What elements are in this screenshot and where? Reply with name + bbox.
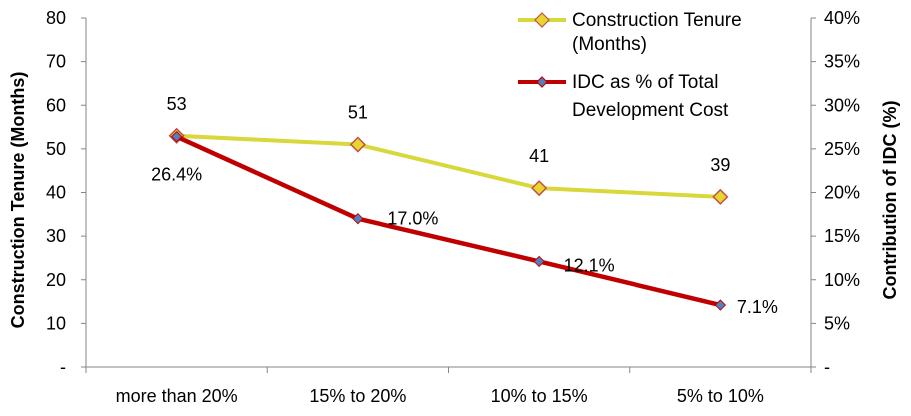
left-tick-label: 40 <box>46 183 66 203</box>
right-tick-label: - <box>824 357 830 377</box>
left-tick-label: 50 <box>46 139 66 159</box>
right-tick-label: 25% <box>824 139 860 159</box>
series-1: 53 51 41 39 <box>167 94 730 205</box>
x-axis-ticks: more than 20% 15% to 20% 10% to 15% 5% to 1… <box>85 367 812 406</box>
left-tick-label: 10 <box>46 313 66 333</box>
legend: Construction Tenure (Months) IDC as % of T… <box>518 10 742 121</box>
data-point-marker <box>352 212 364 225</box>
legend-marker <box>536 76 548 88</box>
data-label: 39 <box>710 155 730 175</box>
right-tick-label: 10% <box>824 270 860 290</box>
legend-item: Construction Tenure (Months) <box>518 10 742 55</box>
data-point-marker <box>712 188 729 205</box>
series-line <box>175 134 721 308</box>
data-point-marker <box>531 180 548 197</box>
legend-label: Development Cost <box>572 100 729 121</box>
data-label: 51 <box>348 103 368 123</box>
data-label: 41 <box>529 146 549 166</box>
left-tick-label: 80 <box>46 8 66 28</box>
left-tick-label: 60 <box>46 95 66 115</box>
right-tick-label: 5% <box>824 313 850 333</box>
axes <box>85 18 812 368</box>
left-axis-ticks: - 10 20 30 40 50 60 70 80 <box>46 8 86 377</box>
series-2: 26.4% 17.0% 12.1% 7.1% <box>151 130 778 317</box>
right-tick-label: 40% <box>824 8 860 28</box>
data-label: 53 <box>167 94 187 114</box>
right-tick-label: 30% <box>824 95 860 115</box>
left-tick-label: 20 <box>46 270 66 290</box>
data-point-marker <box>714 299 727 311</box>
legend-marker <box>534 12 550 28</box>
series-layer: 53 51 41 39 26.4% 17.0% 12.1% 7.1% <box>151 94 778 317</box>
data-point-marker <box>170 130 183 143</box>
right-axis-ticks: - 5% 10% 15% 20% 25% 30% 35% 40% <box>811 8 860 377</box>
data-label: 17.0% <box>387 209 438 229</box>
x-tick-label: 15% to 20% <box>309 386 406 406</box>
data-label: 26.4% <box>151 165 202 185</box>
x-tick-label: 5% to 10% <box>677 386 764 406</box>
right-tick-label: 15% <box>824 226 860 246</box>
left-tick-label: - <box>60 357 66 377</box>
data-label: 12.1% <box>564 255 615 275</box>
right-tick-label: 35% <box>824 52 860 72</box>
x-tick-label: more than 20% <box>116 386 238 406</box>
left-tick-label: 70 <box>46 52 66 72</box>
data-point-marker <box>349 136 366 153</box>
series-line <box>176 133 721 199</box>
legend-label: Construction Tenure <box>572 10 742 31</box>
legend-label: IDC as % of Total <box>572 72 718 93</box>
left-axis-title: Construction Tenure (Months) <box>8 72 28 329</box>
legend-label: (Months) <box>572 34 647 55</box>
data-label: 7.1% <box>737 297 778 317</box>
x-tick-label: 10% to 15% <box>491 386 588 406</box>
right-tick-label: 20% <box>824 183 860 203</box>
legend-item: IDC as % of Total Development Cost <box>518 72 729 121</box>
right-axis-title: Contribution of IDC (%) <box>880 101 900 300</box>
data-point-marker <box>533 255 545 268</box>
left-tick-label: 30 <box>46 226 66 246</box>
